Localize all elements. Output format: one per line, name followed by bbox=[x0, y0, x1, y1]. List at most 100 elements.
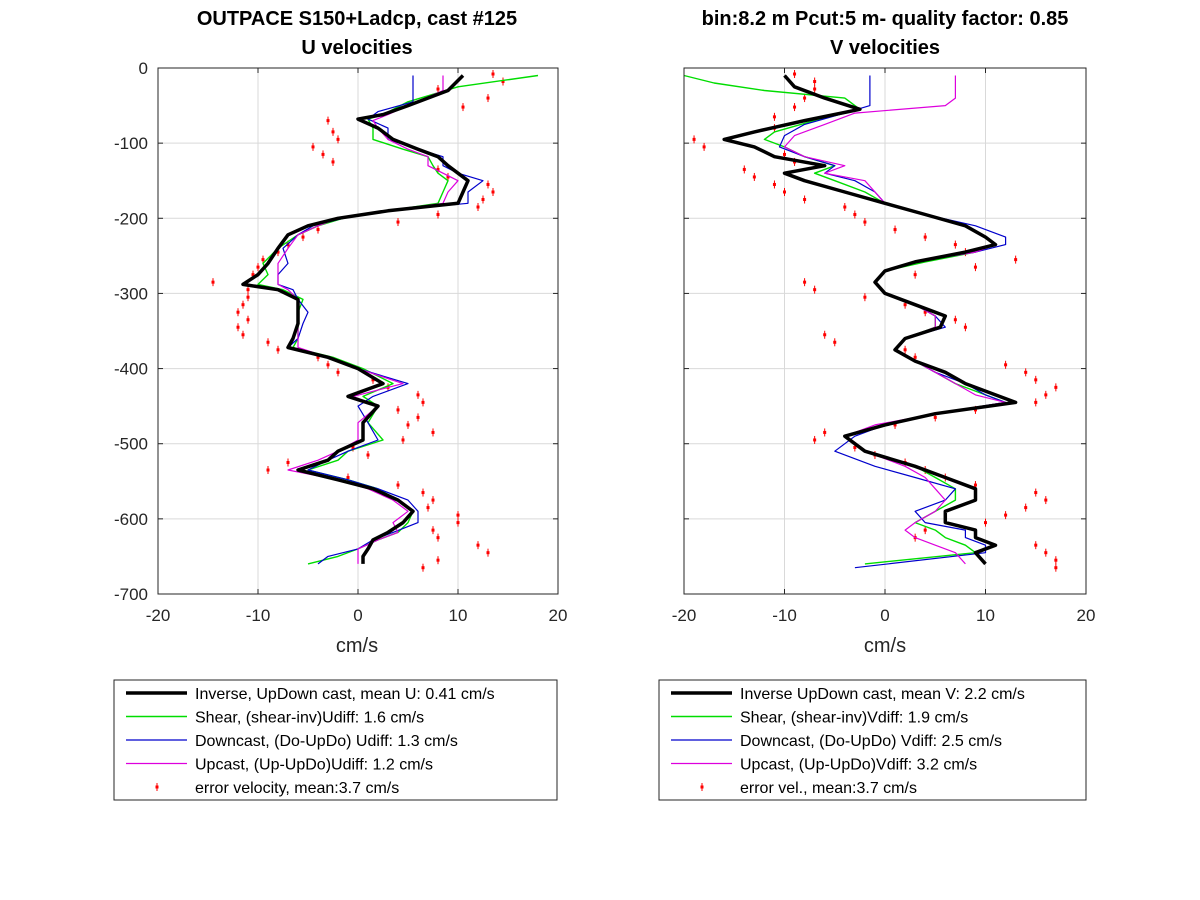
u-series-error-velocity-point-tick bbox=[372, 375, 374, 384]
u-series-error-velocity-point-tick bbox=[437, 556, 439, 565]
v-series-error-vel-point-tick bbox=[904, 345, 906, 354]
u-x-axis-label: cm/s bbox=[336, 635, 378, 657]
v-series-error-vel-point-tick bbox=[894, 225, 896, 234]
v-legend-upcast-label: Upcast, (Up-UpDo)Vdiff: 3.2 cm/s bbox=[740, 757, 977, 774]
v-series-error-vel-point-tick bbox=[1015, 255, 1017, 264]
u-series-error-velocity-point-tick bbox=[457, 511, 459, 520]
v-series-error-vel-point-tick bbox=[824, 428, 826, 437]
v-series-inverse-updown-cast-line bbox=[722, 74, 1018, 566]
v-series-group bbox=[683, 70, 1058, 572]
u-series-error-velocity-point-tick bbox=[482, 195, 484, 204]
u-series-error-velocity-point-tick bbox=[312, 142, 314, 151]
u-series-error-velocity-point-tick bbox=[477, 203, 479, 212]
v-series-error-vel-point-tick bbox=[1035, 541, 1037, 550]
v-series-error-vel-point-tick bbox=[954, 315, 956, 324]
v-series-error-vel-point-tick bbox=[894, 420, 896, 429]
v-series-error-vel-point-tick bbox=[804, 278, 806, 287]
v-series-error-vel-point-tick bbox=[974, 405, 976, 414]
v-series-error-vel-point-tick bbox=[1055, 563, 1057, 572]
v-x-tick-label: -20 bbox=[672, 606, 697, 625]
u-series-error-velocity-point-tick bbox=[327, 116, 329, 125]
u-velocity-chart: OUTPACE S150+Ladcp, cast #125 U velociti… bbox=[114, 8, 567, 657]
u-series-error-velocity-point-tick bbox=[237, 323, 239, 332]
v-chart-subtitle: V velocities bbox=[830, 37, 940, 59]
u-y-tick-label: -300 bbox=[114, 284, 148, 303]
v-series-error-vel-point-tick bbox=[703, 142, 705, 151]
u-x-tick-label: 20 bbox=[549, 606, 568, 625]
u-y-tick-label: -200 bbox=[114, 209, 148, 228]
v-x-tick-label: -10 bbox=[772, 606, 797, 625]
v-series-error-vel-point-tick bbox=[1035, 375, 1037, 384]
u-x-tick-label: 0 bbox=[353, 606, 362, 625]
v-series-error-vel-point-tick bbox=[854, 443, 856, 452]
u-x-tick-label: -10 bbox=[246, 606, 271, 625]
v-series-error-vel-point-tick bbox=[904, 300, 906, 309]
u-series-error-velocity-point-tick bbox=[432, 496, 434, 505]
v-series-error-vel-point-tick bbox=[934, 413, 936, 422]
u-chart-title: OUTPACE S150+Ladcp, cast #125 bbox=[197, 8, 517, 30]
v-series-error-vel-point-tick bbox=[1035, 398, 1037, 407]
v-series-error-vel-point-tick bbox=[854, 210, 856, 219]
u-series-error-velocity-point-tick bbox=[492, 70, 494, 79]
u-grid bbox=[158, 68, 558, 594]
u-series-error-velocity-point-tick bbox=[322, 150, 324, 159]
u-series-error-velocity-point-tick bbox=[437, 210, 439, 219]
u-x-tick-label: -20 bbox=[146, 606, 171, 625]
u-series-error-velocity-point-tick bbox=[277, 248, 279, 257]
v-x-axis-label: cm/s bbox=[864, 635, 906, 657]
u-legend-box bbox=[113, 679, 558, 801]
v-x-tick-label: 0 bbox=[880, 606, 889, 625]
v-series-upcast-line bbox=[783, 75, 1007, 565]
u-series-error-velocity-point-tick bbox=[332, 127, 334, 136]
v-series-error-vel-point-tick bbox=[1005, 511, 1007, 520]
u-series-error-velocity-point-tick bbox=[327, 360, 329, 369]
v-series-error-vel-point-tick bbox=[1045, 390, 1047, 399]
v-series-error-vel-point-tick bbox=[924, 526, 926, 535]
v-series-error-vel-point-tick bbox=[773, 180, 775, 189]
v-series-error-vel-point-tick bbox=[743, 165, 745, 174]
u-series-error-velocity-point-tick bbox=[402, 435, 404, 444]
u-legend-inverse-label: Inverse, UpDown cast, mean U: 0.41 cm/s bbox=[195, 686, 495, 703]
u-series-error-velocity-point-tick bbox=[487, 94, 489, 103]
v-series-error-vel-point-tick bbox=[985, 518, 986, 527]
v-series-error-vel-point-tick bbox=[1035, 488, 1037, 497]
u-series-error-velocity-point-tick bbox=[407, 420, 409, 429]
v-series-error-vel-point-tick bbox=[804, 94, 806, 103]
u-legend-shear-label: Shear, (shear-inv)Udiff: 1.6 cm/s bbox=[195, 710, 424, 727]
u-series-error-velocity-point-tick bbox=[242, 330, 244, 339]
v-series-error-vel-point-tick bbox=[804, 195, 806, 204]
u-series-error-velocity-point-tick bbox=[267, 466, 269, 475]
v-series-error-vel-point-tick bbox=[974, 263, 976, 272]
u-y-tick-label: -700 bbox=[114, 585, 148, 604]
v-series-error-vel-point-tick bbox=[1055, 556, 1057, 565]
v-series-error-vel-point-tick bbox=[773, 112, 775, 121]
u-series-error-velocity-point-tick bbox=[317, 353, 319, 362]
u-series-error-velocity-point-tick bbox=[432, 428, 434, 437]
u-series-error-velocity-point-tick bbox=[352, 443, 354, 452]
v-series-error-vel-point-tick bbox=[964, 323, 966, 332]
u-series-error-velocity-point-tick bbox=[237, 308, 239, 317]
v-series-error-vel-point-tick bbox=[1025, 368, 1027, 377]
u-series-error-velocity-point-tick bbox=[417, 413, 419, 422]
v-legend-inverse-updown-cast-label: Inverse UpDown cast, mean V: 2.2 cm/s bbox=[740, 686, 1025, 703]
u-series-error-velocity-point-tick bbox=[422, 398, 424, 407]
v-series-shear-line bbox=[683, 74, 1007, 565]
u-chart-subtitle: U velocities bbox=[301, 37, 412, 59]
u-series-error-velocity-point-tick bbox=[417, 390, 419, 399]
v-x-tick-label: 10 bbox=[976, 606, 995, 625]
u-series-error-velocity-point-tick bbox=[337, 368, 339, 377]
v-series-error-vel-point-tick bbox=[914, 270, 916, 279]
v-chart-title: bin:8.2 m Pcut:5 m- quality factor: 0.85 bbox=[702, 8, 1069, 30]
v-series-error-vel-point-tick bbox=[1055, 383, 1057, 392]
u-series-error-velocity-point-tick bbox=[337, 135, 339, 144]
u-legend-upcast-label: Upcast, (Up-UpDo)Udiff: 1.2 cm/s bbox=[195, 757, 433, 774]
v-series-error-vel-point-tick bbox=[924, 233, 926, 242]
v-velocity-chart: bin:8.2 m Pcut:5 m- quality factor: 0.85… bbox=[672, 8, 1096, 657]
u-series-error-velocity-point-tick bbox=[447, 172, 449, 181]
u-series-error-velocity-point-tick bbox=[247, 293, 249, 302]
v-series-error-vel-point-tick bbox=[1045, 548, 1047, 557]
u-series-error-velocity-point-tick bbox=[367, 450, 369, 459]
u-y-tick-label: -400 bbox=[114, 360, 148, 379]
u-y-tick-label: 0 bbox=[139, 59, 148, 78]
u-series-error-velocity-point-tick bbox=[302, 233, 304, 242]
